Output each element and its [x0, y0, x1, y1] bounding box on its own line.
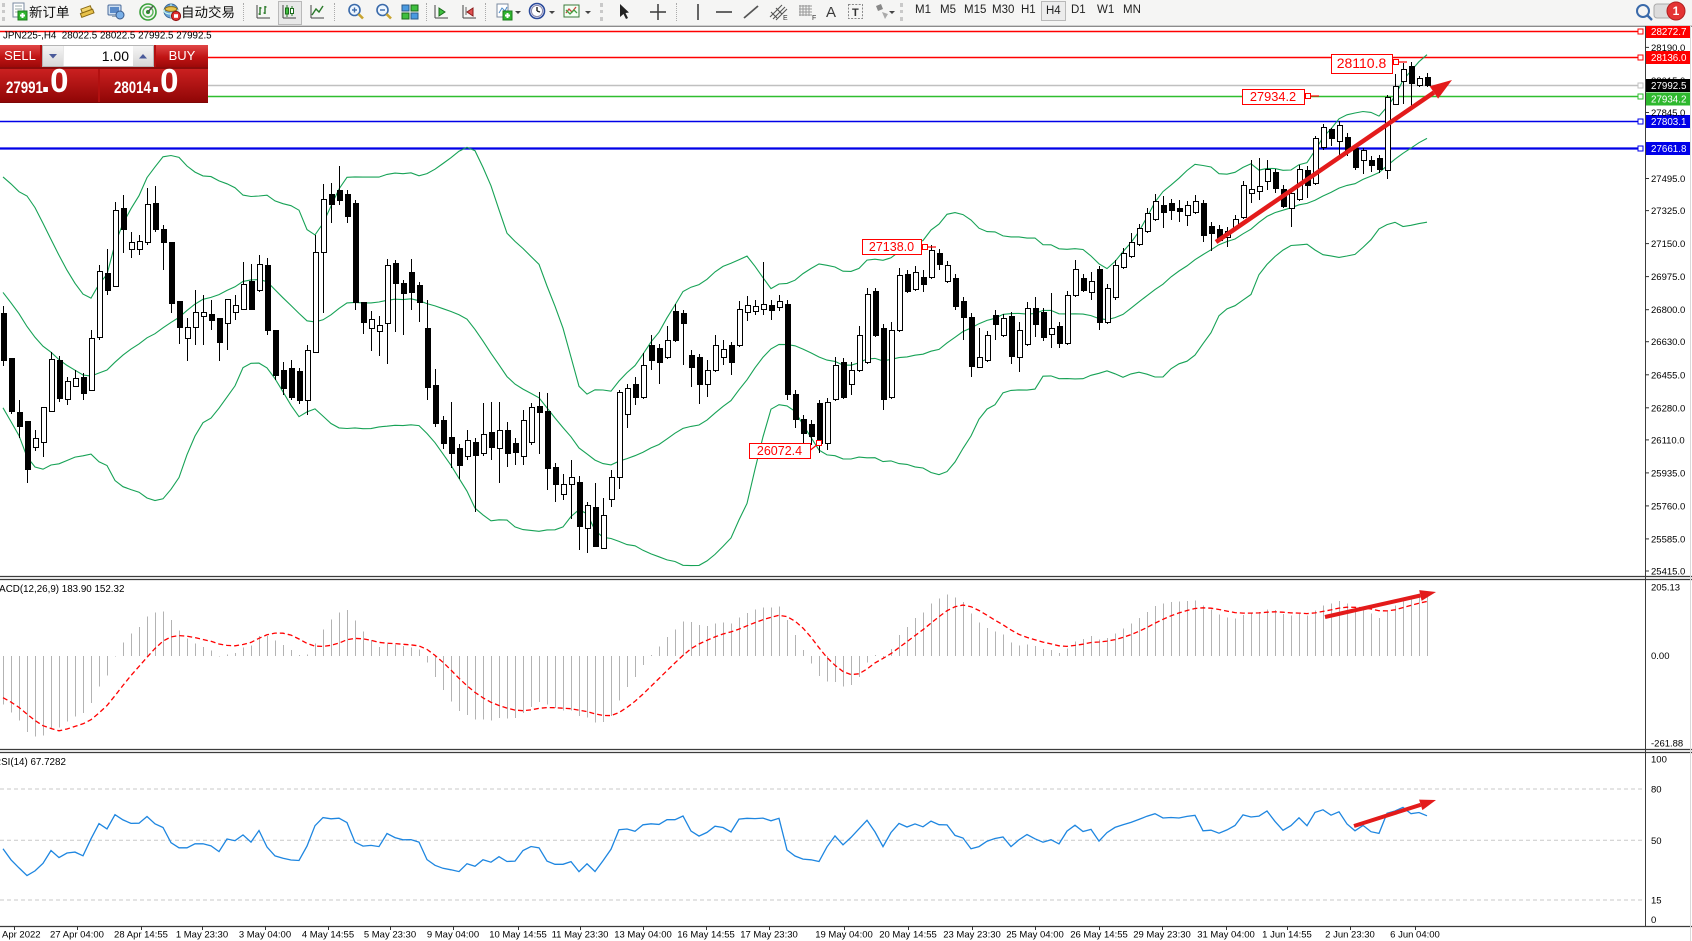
svg-text:19 May 04:00: 19 May 04:00: [815, 930, 873, 941]
svg-text:20 May 14:55: 20 May 14:55: [879, 930, 937, 941]
svg-text:23 May 23:30: 23 May 23:30: [943, 930, 1001, 941]
svg-text:16 May 14:55: 16 May 14:55: [677, 930, 735, 941]
svg-text:2 Jun 23:30: 2 Jun 23:30: [1325, 930, 1375, 941]
svg-text:27150.0: 27150.0: [1651, 239, 1685, 250]
svg-text:27934.2: 27934.2: [1651, 95, 1686, 106]
svg-text:15: 15: [1651, 895, 1662, 906]
svg-text:0.00: 0.00: [1651, 651, 1670, 662]
svg-text:13 May 04:00: 13 May 04:00: [614, 930, 672, 941]
svg-text:28015.0: 28015.0: [1651, 76, 1685, 87]
svg-text:28 Apr 14:55: 28 Apr 14:55: [114, 930, 168, 941]
svg-text:27934.2: 27934.2: [1250, 89, 1296, 104]
svg-text:26800.0: 26800.0: [1651, 305, 1685, 316]
svg-text:27992.5: 27992.5: [1651, 81, 1687, 92]
svg-text:27495.0: 27495.0: [1651, 174, 1685, 185]
svg-text:A: A: [826, 4, 836, 21]
svg-text:E: E: [783, 15, 788, 22]
svg-text:27138.0: 27138.0: [869, 240, 914, 254]
svg-text:29 May 23:30: 29 May 23:30: [1133, 930, 1191, 941]
svg-text:25 May 04:00: 25 May 04:00: [1006, 930, 1064, 941]
svg-text:27803.1: 27803.1: [1651, 117, 1686, 128]
svg-text:26072.4: 26072.4: [757, 444, 802, 458]
svg-text:6 Jun 04:00: 6 Jun 04:00: [1390, 930, 1440, 941]
svg-text:26 May 14:55: 26 May 14:55: [1070, 930, 1128, 941]
svg-text:25760.0: 25760.0: [1651, 501, 1685, 512]
svg-text:26455.0: 26455.0: [1651, 370, 1685, 381]
svg-text:1 May 23:30: 1 May 23:30: [176, 930, 228, 941]
svg-text:9 May 04:00: 9 May 04:00: [427, 930, 479, 941]
svg-text:10 May 14:55: 10 May 14:55: [489, 930, 547, 941]
svg-text:3 May 04:00: 3 May 04:00: [239, 930, 291, 941]
svg-text:28190.0: 28190.0: [1651, 43, 1685, 54]
svg-text:JPN225-,H4 28022.5 28022.5 27: JPN225-,H4 28022.5 28022.5 27992.5 27992…: [3, 31, 212, 42]
svg-text:27661.8: 27661.8: [1651, 144, 1687, 155]
svg-text:25585.0: 25585.0: [1651, 534, 1685, 545]
svg-text:100: 100: [1651, 755, 1667, 766]
svg-text:MACD(12,26,9) 183.90 152.32: MACD(12,26,9) 183.90 152.32: [0, 584, 124, 595]
svg-text:5 May 23:30: 5 May 23:30: [364, 930, 416, 941]
svg-text:Apr 2022: Apr 2022: [2, 930, 41, 941]
svg-text:26110.0: 26110.0: [1651, 435, 1685, 446]
svg-text:28136.0: 28136.0: [1651, 53, 1687, 64]
svg-text:26630.0: 26630.0: [1651, 337, 1685, 348]
svg-text:27845.0: 27845.0: [1651, 108, 1685, 119]
svg-text:1 Jun 14:55: 1 Jun 14:55: [1262, 930, 1312, 941]
svg-text:25935.0: 25935.0: [1651, 468, 1685, 479]
svg-text:205.13: 205.13: [1651, 583, 1680, 594]
svg-text:26975.0: 26975.0: [1651, 272, 1685, 283]
svg-text:25415.0: 25415.0: [1651, 566, 1685, 577]
svg-text:80: 80: [1651, 785, 1662, 796]
svg-text:1: 1: [1673, 4, 1680, 18]
svg-text:27 Apr 04:00: 27 Apr 04:00: [50, 930, 104, 941]
svg-text:31 May 04:00: 31 May 04:00: [1197, 930, 1255, 941]
svg-text:-261.88: -261.88: [1651, 739, 1683, 750]
svg-text:17 May 23:30: 17 May 23:30: [740, 930, 798, 941]
svg-text:28110.8: 28110.8: [1337, 55, 1387, 71]
svg-text:28272.7: 28272.7: [1651, 27, 1686, 38]
svg-text:27325.0: 27325.0: [1651, 206, 1685, 217]
svg-text:26280.0: 26280.0: [1651, 403, 1685, 414]
svg-text:4 May 14:55: 4 May 14:55: [302, 930, 354, 941]
svg-text:11 May 23:30: 11 May 23:30: [552, 930, 609, 941]
svg-text:0: 0: [1651, 915, 1656, 926]
svg-text:RSI(14) 67.7282: RSI(14) 67.7282: [0, 757, 66, 768]
svg-text:T: T: [852, 7, 859, 19]
svg-text:F: F: [812, 15, 816, 22]
svg-text:50: 50: [1651, 836, 1662, 847]
